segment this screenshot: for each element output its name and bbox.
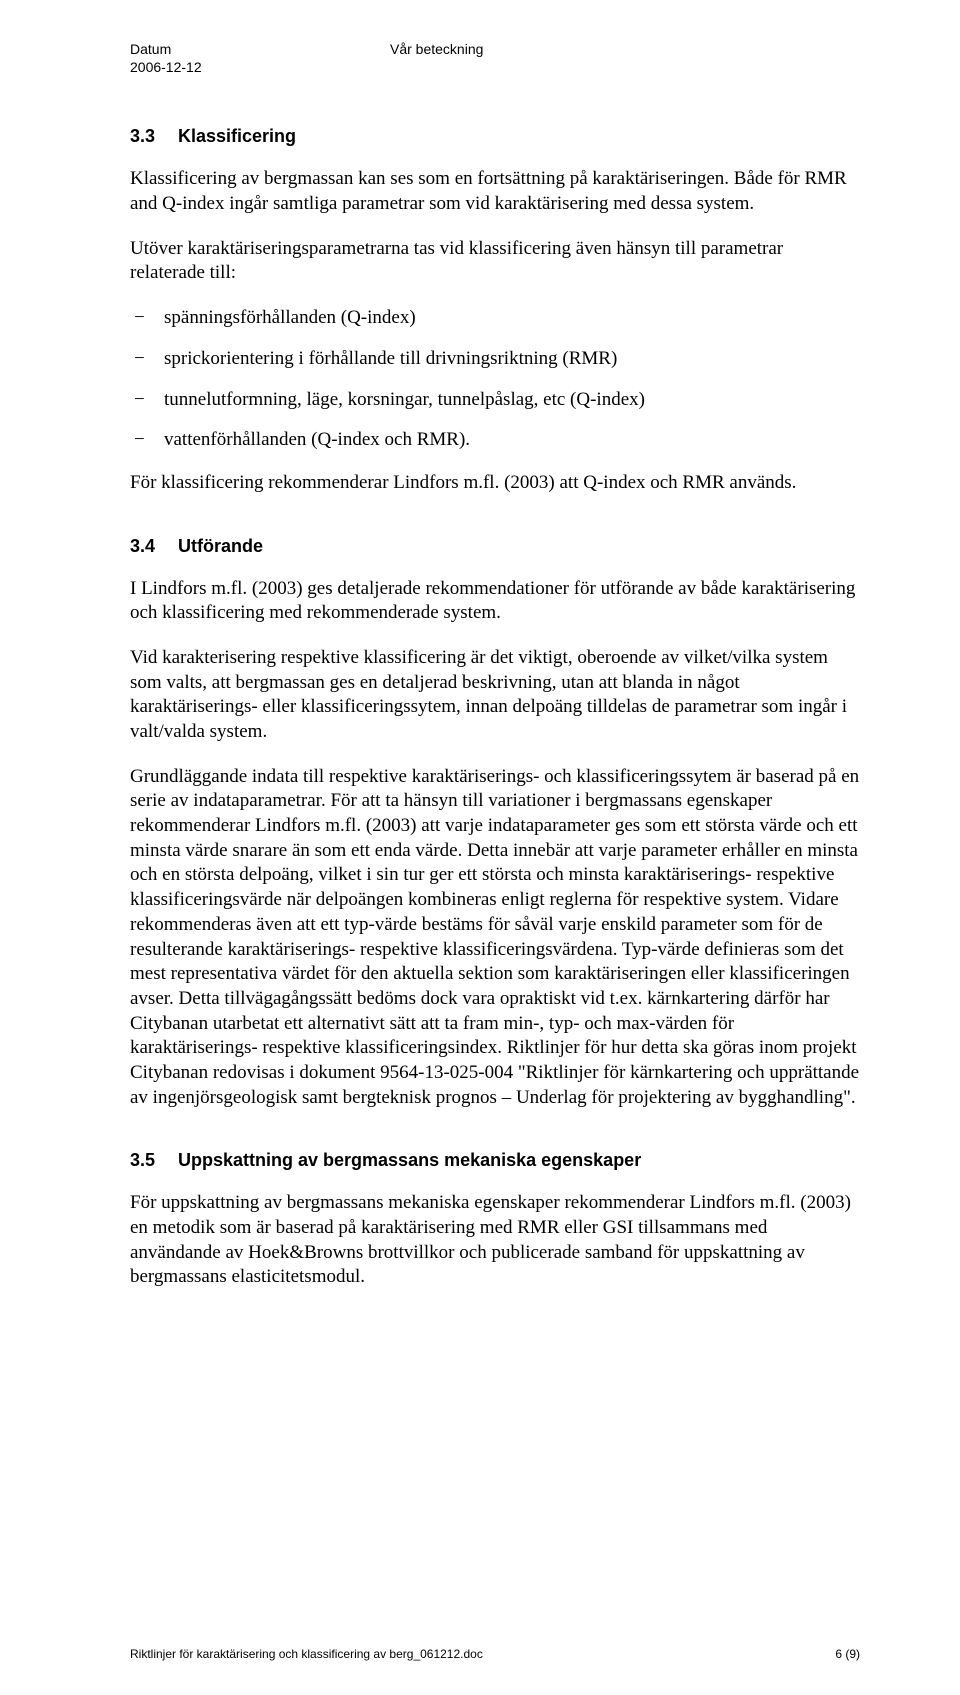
page: Datum 2006-12-12 Vår beteckning 3.3Klass…: [0, 0, 960, 1695]
section-3-3-heading: 3.3Klassificering: [130, 126, 860, 147]
section-number: 3.3: [130, 126, 178, 147]
paragraph: För uppskattning av bergmassans mekanisk…: [130, 1191, 860, 1290]
section-3-5-heading: 3.5Uppskattning av bergmassans mekaniska…: [130, 1150, 860, 1171]
section-3-4-heading: 3.4Utförande: [130, 536, 860, 557]
paragraph: Vid karakterisering respektive klassific…: [130, 646, 860, 745]
datum-value: 2006-12-12: [130, 58, 390, 76]
footer-filename: Riktlinjer för karaktärisering och klass…: [130, 1647, 483, 1661]
section-number: 3.4: [130, 536, 178, 557]
bullet-list: spänningsförhållanden (Q-index) sprickor…: [130, 306, 860, 453]
paragraph: Klassificering av bergmassan kan ses som…: [130, 167, 860, 216]
section-title: Utförande: [178, 536, 263, 556]
section-title: Uppskattning av bergmassans mekaniska eg…: [178, 1150, 641, 1170]
section-title: Klassificering: [178, 126, 296, 146]
page-header: Datum 2006-12-12 Vår beteckning: [130, 40, 860, 76]
section-number: 3.5: [130, 1150, 178, 1171]
beteckning-label: Vår beteckning: [390, 40, 483, 58]
paragraph: Utöver karaktäriseringsparametrarna tas …: [130, 237, 860, 286]
list-item: vattenförhållanden (Q-index och RMR).: [130, 428, 860, 453]
list-item: tunnelutformning, läge, korsningar, tunn…: [130, 388, 860, 413]
paragraph: För klassificering rekommenderar Lindfor…: [130, 471, 860, 496]
paragraph: Grundläggande indata till respektive kar…: [130, 765, 860, 1111]
datum-label: Datum: [130, 40, 390, 58]
page-footer: Riktlinjer för karaktärisering och klass…: [130, 1647, 860, 1661]
footer-page-number: 6 (9): [835, 1647, 860, 1661]
paragraph: I Lindfors m.fl. (2003) ges detaljerade …: [130, 577, 860, 626]
list-item: spänningsförhållanden (Q-index): [130, 306, 860, 331]
list-item: sprickorientering i förhållande till dri…: [130, 347, 860, 372]
